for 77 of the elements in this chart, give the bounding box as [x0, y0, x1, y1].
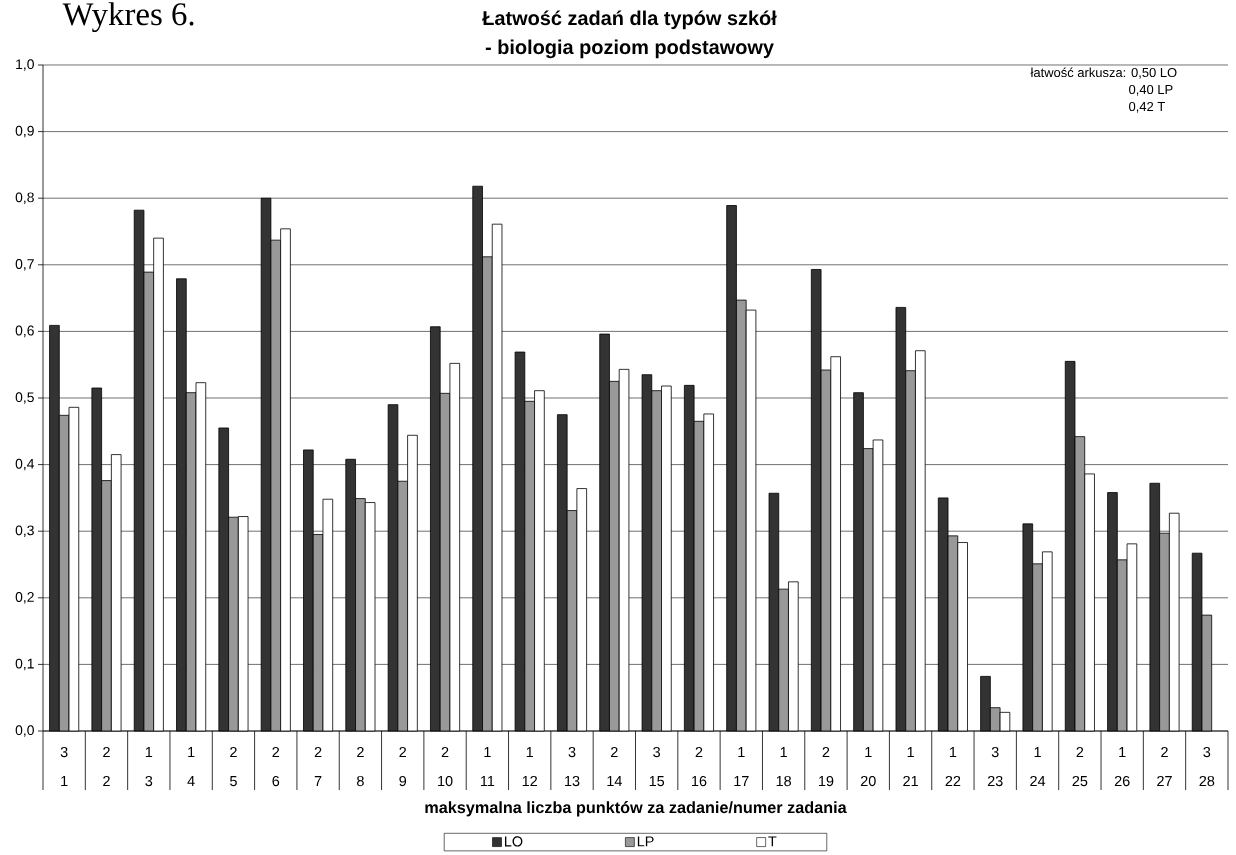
x-tick-label: 10	[438, 775, 453, 787]
annotation: 0,42 T	[1129, 101, 1165, 113]
text: 1	[1119, 747, 1126, 757]
y-tick-label: 0,4	[15, 458, 35, 471]
y-tick-label: 0,7	[15, 259, 34, 271]
text: 1	[738, 747, 745, 757]
x-tick-label: 22	[945, 775, 961, 786]
x-tick-label: 5	[230, 776, 237, 787]
text: 2	[1161, 746, 1168, 757]
x-tick-label: 14	[607, 776, 622, 786]
text: 3	[653, 746, 661, 758]
text: 2	[314, 746, 322, 757]
text: 1	[949, 747, 957, 757]
text: 3	[568, 746, 576, 758]
x-tick-label: 27	[1157, 775, 1172, 786]
x-tick-label: 19	[818, 775, 834, 787]
x-tick-label: 3	[145, 775, 153, 787]
x-tick-label: 21	[903, 775, 918, 786]
annotation: 0,40 LP	[1129, 84, 1173, 96]
y-tick-label: 0,8	[15, 192, 34, 204]
x-tick-label: 18	[776, 775, 792, 787]
text: 2	[822, 746, 830, 757]
text: 1	[145, 747, 153, 757]
y-tick-label: 0,9	[15, 125, 34, 138]
text: 2	[230, 746, 237, 757]
y-tick-label: 0,5	[15, 392, 34, 404]
legend-label: T	[768, 836, 777, 847]
x-tick-label: 16	[692, 775, 707, 787]
x-tick-label: 24	[1030, 775, 1046, 786]
x-tick-label: 2	[103, 775, 110, 786]
chart-subtitle: - biologia poziom podstawowy	[485, 39, 774, 59]
x-tick-label: 25	[1072, 775, 1088, 787]
text: 3	[1203, 746, 1211, 758]
x-tick-label: 12	[522, 775, 537, 786]
x-tick-label: 1	[61, 776, 68, 786]
y-tick-label: 0,1	[15, 658, 34, 671]
text: 2	[272, 746, 280, 757]
legend-label: LP	[637, 836, 654, 847]
text: 3	[991, 746, 999, 758]
x-tick-label: 28	[1199, 775, 1215, 787]
y-tick-label: 0,0	[15, 725, 34, 737]
x-tick-label: 4	[187, 776, 195, 786]
text: 2	[611, 746, 618, 757]
y-tick-label: 0,6	[15, 325, 34, 338]
x-tick-label: 11	[480, 776, 495, 786]
y-tick-label: 0,3	[15, 525, 34, 537]
text: 2	[441, 746, 449, 757]
x-tick-label: 15	[649, 776, 665, 787]
text: 2	[695, 746, 703, 757]
x-tick-label: 6	[272, 775, 280, 787]
annotation: łatwość arkusza: 0,50 LO	[1030, 67, 1177, 79]
text: 2	[399, 746, 407, 757]
y-tick-label: 0,2	[15, 592, 34, 604]
legend-label: LO	[505, 836, 523, 847]
text: 3	[60, 746, 68, 758]
y-tick-label: 1,0	[16, 59, 34, 71]
text: 1	[780, 747, 787, 757]
x-tick-label: 26	[1114, 775, 1130, 787]
text: 2	[1076, 746, 1084, 757]
x-tick-label: 8	[357, 775, 364, 787]
x-tick-label: 20	[860, 775, 876, 787]
text: 1	[1034, 747, 1041, 757]
text: 2	[357, 746, 364, 757]
x-tick-label: 13	[565, 775, 580, 787]
chart-title: Łatwość zadań dla typów szkół	[482, 10, 777, 30]
text: Wykres 6.	[62, 2, 194, 33]
text: 1	[865, 747, 872, 757]
x-tick-label: 23	[987, 775, 1003, 787]
text: 1	[484, 747, 491, 757]
text: 1	[188, 747, 195, 757]
text: 2	[103, 746, 110, 757]
x-tick-label: 17	[734, 776, 749, 786]
x-axis-title: maksymalna liczba punktów za zadanie/numer zadania	[425, 801, 847, 817]
x-tick-label: 9	[399, 775, 407, 787]
text: 1	[907, 747, 914, 757]
text: 1	[526, 747, 533, 757]
x-tick-label: 7	[314, 776, 322, 786]
